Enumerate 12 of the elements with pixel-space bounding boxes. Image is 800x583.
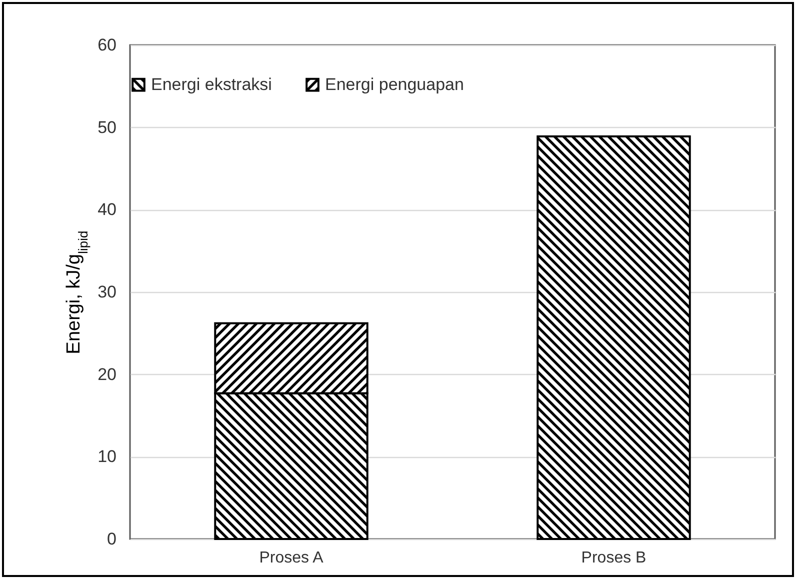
x-tick-label: Proses B xyxy=(581,550,646,566)
legend-label: Energi ekstraksi xyxy=(151,74,272,94)
bar xyxy=(536,135,691,540)
y-tick-label: 30 xyxy=(98,282,116,302)
y-tick-label: 60 xyxy=(98,36,116,54)
y-tick-label: 20 xyxy=(98,364,116,384)
x-tick-label: Proses A xyxy=(259,550,324,566)
y-tick-label: 40 xyxy=(98,200,116,220)
y-tick-label: 10 xyxy=(98,447,116,466)
y-tick-label: 0 xyxy=(107,530,116,548)
y-tick-label: 50 xyxy=(98,118,116,137)
legend-label: Energi penguapan xyxy=(325,74,464,94)
